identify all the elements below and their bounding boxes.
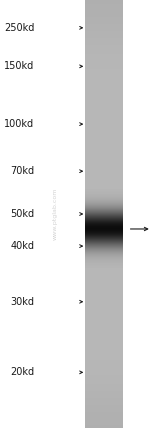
Text: 70kd: 70kd <box>10 166 34 176</box>
Text: 250kd: 250kd <box>4 23 34 33</box>
Text: 30kd: 30kd <box>10 297 34 307</box>
Text: 20kd: 20kd <box>10 367 34 377</box>
Text: 100kd: 100kd <box>4 119 34 129</box>
Text: 150kd: 150kd <box>4 61 34 71</box>
Text: 50kd: 50kd <box>10 209 34 219</box>
Text: 40kd: 40kd <box>10 241 34 251</box>
Text: www.ptglab.com: www.ptglab.com <box>53 188 58 240</box>
